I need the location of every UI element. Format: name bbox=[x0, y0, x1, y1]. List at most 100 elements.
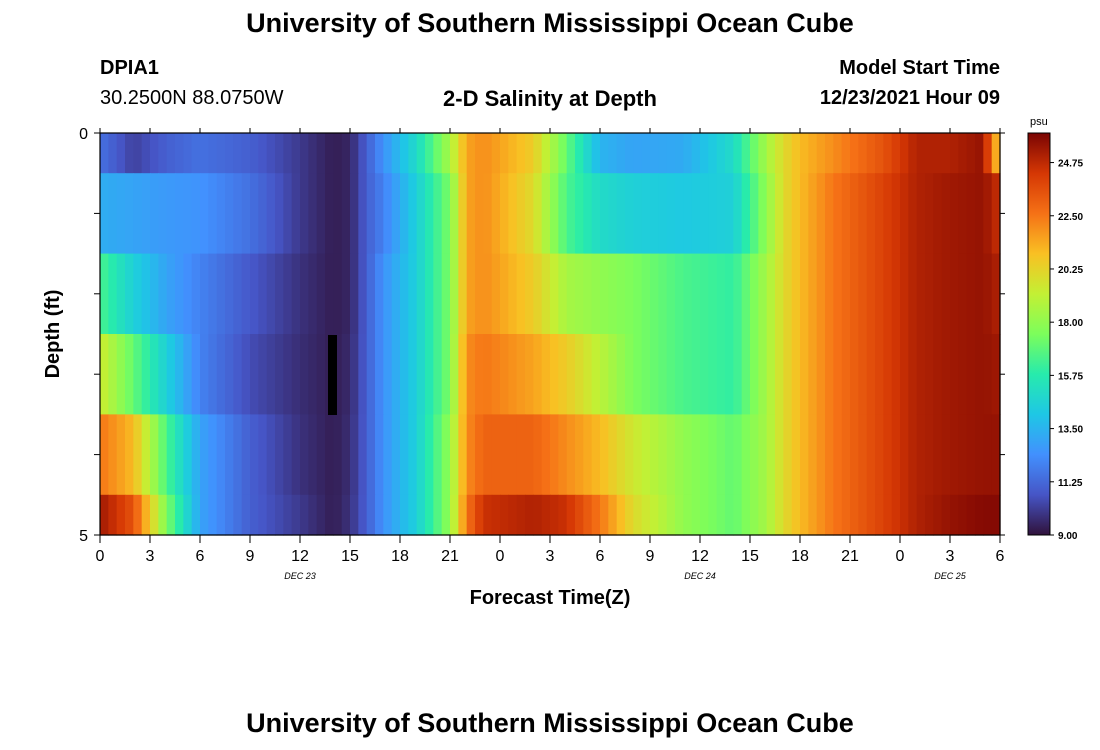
x-tick-label: 0 bbox=[96, 548, 105, 565]
heatmap-cell bbox=[625, 414, 634, 496]
heatmap-cell bbox=[466, 494, 476, 536]
heatmap-cell bbox=[275, 173, 284, 255]
heatmap-cell bbox=[175, 334, 184, 415]
heatmap-cell bbox=[308, 253, 318, 335]
heatmap-cell bbox=[266, 253, 276, 335]
heatmap-cell bbox=[800, 494, 809, 536]
heatmap-cell bbox=[991, 253, 1001, 335]
heatmap-cell bbox=[441, 133, 451, 174]
heatmap-cell bbox=[100, 414, 109, 496]
heatmap-cell bbox=[575, 133, 584, 174]
heatmap-cell bbox=[408, 334, 418, 415]
heatmap-cell bbox=[958, 414, 968, 496]
y-axis-label: Depth (ft) bbox=[42, 290, 64, 379]
colorbar-tick-label: 18.00 bbox=[1058, 318, 1083, 329]
heatmap-cell bbox=[716, 173, 726, 255]
heatmap-cell bbox=[741, 414, 751, 496]
heatmap-cell bbox=[916, 173, 926, 255]
heatmap-cell bbox=[500, 334, 509, 415]
heatmap-cell bbox=[933, 414, 943, 496]
heatmap-cell bbox=[925, 253, 934, 335]
heatmap-cell bbox=[400, 173, 409, 255]
heatmap-cell bbox=[608, 494, 618, 536]
heatmap-cell bbox=[183, 133, 193, 174]
model-start-value: 12/23/2021 Hour 09 bbox=[819, 87, 1000, 109]
heatmap-cell bbox=[325, 253, 334, 335]
heatmap-cell bbox=[708, 494, 718, 536]
heatmap-cell bbox=[766, 414, 776, 496]
heatmap-cell bbox=[450, 173, 459, 255]
heatmap-cell bbox=[391, 253, 401, 335]
station-coords: 30.2500N 88.0750W bbox=[100, 87, 284, 109]
heatmap-cell bbox=[858, 494, 868, 536]
heatmap-cell bbox=[175, 133, 184, 174]
heatmap-cell bbox=[300, 253, 309, 335]
heatmap-cell bbox=[841, 133, 851, 174]
heatmap-cell bbox=[533, 494, 543, 536]
heatmap-cell bbox=[650, 414, 659, 496]
heatmap-cell bbox=[525, 133, 534, 174]
heatmap-cell bbox=[233, 494, 243, 536]
heatmap-cell bbox=[458, 133, 468, 174]
heatmap-cell bbox=[191, 133, 201, 174]
heatmap-cell bbox=[633, 494, 643, 536]
heatmap-cell bbox=[291, 253, 301, 335]
x-axis: 0 3 6 9 12 15 18 21 0 3 6 9 12 15 18 21 0 3 6 DEC 23 DEC 24 D… bbox=[96, 128, 1005, 581]
heatmap-cell bbox=[275, 253, 284, 335]
heatmap-cell bbox=[258, 414, 268, 496]
model-start-label: Model Start Time bbox=[839, 57, 1000, 79]
heatmap-cell bbox=[908, 173, 918, 255]
heatmap-cell bbox=[925, 414, 934, 496]
heatmap-cell bbox=[891, 334, 901, 415]
heatmap-cell bbox=[316, 133, 326, 174]
heatmap-cell bbox=[150, 494, 159, 536]
heatmap-cell bbox=[658, 334, 668, 415]
heatmap-cell bbox=[558, 253, 568, 335]
heatmap-cell bbox=[958, 494, 968, 536]
heatmap-cell bbox=[900, 334, 909, 415]
heatmap-cell bbox=[758, 494, 768, 536]
heatmap-cell bbox=[441, 253, 451, 335]
heatmap-cell bbox=[408, 494, 418, 536]
heatmap-cell bbox=[541, 173, 551, 255]
heatmap-cell bbox=[683, 133, 693, 174]
heatmap-cell bbox=[833, 334, 843, 415]
heatmap-cell bbox=[866, 133, 876, 174]
heatmap-cell bbox=[400, 133, 409, 174]
heatmap-cell bbox=[550, 414, 559, 496]
heatmap-cell bbox=[416, 334, 426, 415]
heatmap-cell bbox=[400, 494, 409, 536]
heatmap-cell bbox=[716, 334, 726, 415]
heatmap-cell bbox=[833, 173, 843, 255]
heatmap-cell bbox=[750, 133, 759, 174]
heatmap-cell bbox=[341, 133, 351, 174]
heatmap-cell bbox=[275, 414, 284, 496]
heatmap-cell bbox=[283, 173, 293, 255]
heatmap-cell bbox=[783, 173, 793, 255]
heatmap-cell bbox=[766, 173, 776, 255]
heatmap-cell bbox=[825, 253, 834, 335]
heatmap-cell bbox=[775, 133, 784, 174]
heatmap-cell bbox=[191, 414, 201, 496]
heatmap-cell bbox=[566, 253, 576, 335]
heatmap-cell bbox=[391, 173, 401, 255]
heatmap-cell bbox=[733, 173, 743, 255]
heatmap-cell bbox=[383, 334, 393, 415]
heatmap-cell bbox=[975, 173, 984, 255]
heatmap-cell bbox=[608, 173, 618, 255]
heatmap-cell bbox=[341, 414, 351, 496]
heatmap-cell bbox=[683, 173, 693, 255]
heatmap-cell bbox=[550, 253, 559, 335]
heatmap-cell bbox=[900, 173, 909, 255]
heatmap-cell bbox=[408, 173, 418, 255]
heatmap-cell bbox=[533, 334, 543, 415]
heatmap-cell bbox=[833, 414, 843, 496]
heatmap-cell bbox=[983, 173, 993, 255]
heatmap-cell bbox=[191, 494, 201, 536]
heatmap-cell bbox=[900, 133, 909, 174]
heatmap-cell bbox=[616, 173, 626, 255]
heatmap-cell bbox=[916, 494, 926, 536]
heatmap-cell bbox=[750, 334, 759, 415]
heatmap-cell bbox=[583, 133, 593, 174]
heatmap-cell bbox=[308, 173, 318, 255]
